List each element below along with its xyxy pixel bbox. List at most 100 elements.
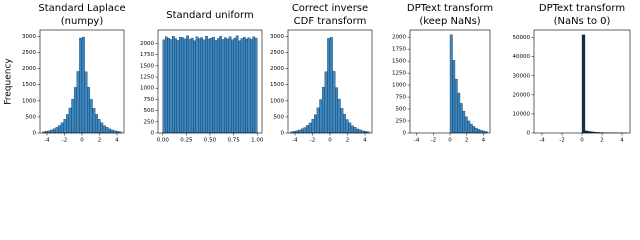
figure: Standard Laplace(numpy)Frequency-4 -2 0 2 40… bbox=[4, 3, 631, 144]
x-tick-label: 4 bbox=[363, 138, 367, 144]
bar bbox=[183, 38, 187, 134]
bar bbox=[477, 129, 481, 134]
bar bbox=[181, 37, 185, 134]
bar bbox=[202, 39, 206, 134]
x-tick-label: 2 bbox=[600, 138, 604, 144]
bar bbox=[295, 130, 299, 134]
bar bbox=[337, 98, 341, 134]
bar bbox=[316, 107, 320, 134]
bar bbox=[482, 130, 486, 134]
x-tick-label: 0.75 bbox=[228, 138, 241, 144]
bar bbox=[97, 119, 101, 134]
bar bbox=[342, 114, 346, 134]
bar bbox=[92, 108, 96, 134]
bar bbox=[581, 34, 586, 134]
bar bbox=[314, 114, 318, 134]
bar bbox=[335, 87, 339, 134]
bar bbox=[179, 37, 182, 134]
x-tick-label: -2 bbox=[431, 138, 436, 144]
x-tick-label: 2 bbox=[346, 138, 350, 144]
bar bbox=[169, 39, 173, 134]
bar bbox=[195, 36, 199, 134]
y-tick-label: 500 bbox=[274, 114, 285, 120]
y-axis-label: Frequency bbox=[4, 58, 14, 105]
bar bbox=[247, 37, 251, 134]
bar bbox=[102, 125, 106, 134]
bar bbox=[81, 36, 85, 134]
bar bbox=[449, 34, 453, 134]
y-tick-label: 750 bbox=[144, 97, 155, 103]
bar bbox=[60, 122, 64, 134]
chart-title: DPText transform bbox=[407, 3, 493, 14]
y-tick-label: 500 bbox=[26, 114, 37, 120]
bar bbox=[348, 122, 352, 134]
bar bbox=[205, 36, 208, 134]
y-tick-label: 1000 bbox=[22, 98, 36, 104]
bar bbox=[361, 130, 365, 134]
bar bbox=[462, 110, 466, 134]
bar bbox=[233, 37, 237, 134]
bar bbox=[340, 108, 344, 134]
bar bbox=[321, 86, 325, 134]
bar bbox=[84, 71, 88, 134]
x-tick-label: 2 bbox=[98, 138, 102, 144]
bar bbox=[224, 37, 227, 134]
bar bbox=[176, 40, 180, 134]
bar bbox=[172, 36, 175, 134]
y-tick-label: 2500 bbox=[22, 50, 36, 56]
y-tick-label: 30000 bbox=[513, 73, 531, 79]
y-tick-label: 1750 bbox=[392, 47, 406, 53]
bar bbox=[58, 125, 62, 134]
y-tick-label: 2500 bbox=[270, 50, 284, 56]
bar bbox=[356, 128, 360, 134]
bar bbox=[50, 129, 54, 134]
bar bbox=[212, 37, 215, 134]
y-tick-label: 1500 bbox=[392, 59, 406, 65]
bar bbox=[457, 92, 461, 134]
bar bbox=[228, 36, 232, 134]
bar bbox=[216, 38, 220, 134]
bar bbox=[87, 87, 91, 134]
bar bbox=[345, 119, 349, 134]
bar bbox=[200, 37, 204, 134]
chart-title: (numpy) bbox=[61, 16, 104, 27]
x-tick-label: -2 bbox=[559, 138, 564, 144]
x-tick-label: 0 bbox=[328, 138, 332, 144]
x-tick-label: -4 bbox=[414, 138, 420, 144]
bar bbox=[221, 39, 225, 134]
y-tick-label: 2000 bbox=[140, 41, 154, 47]
y-tick-label: 1250 bbox=[392, 71, 406, 77]
bar bbox=[306, 125, 310, 134]
bar bbox=[479, 130, 483, 134]
bar bbox=[113, 130, 117, 134]
bar bbox=[350, 125, 354, 134]
y-tick-label: 750 bbox=[396, 95, 407, 101]
bar bbox=[79, 37, 83, 134]
chart-title: Standard uniform bbox=[166, 10, 253, 21]
bar bbox=[459, 103, 463, 134]
bar bbox=[214, 40, 218, 134]
y-tick-label: 2000 bbox=[270, 66, 284, 72]
y-tick-label: 0 bbox=[527, 131, 531, 137]
x-tick-label: 0.25 bbox=[180, 138, 193, 144]
y-tick-label: 50000 bbox=[513, 35, 531, 41]
bar bbox=[164, 36, 168, 134]
bar bbox=[245, 38, 248, 134]
bar bbox=[324, 71, 328, 134]
y-tick-label: 2000 bbox=[392, 35, 406, 41]
x-tick-label: -4 bbox=[292, 138, 298, 144]
y-tick-label: 1250 bbox=[140, 75, 154, 81]
bar bbox=[193, 40, 196, 134]
bar bbox=[105, 127, 109, 134]
y-tick-label: 500 bbox=[396, 107, 407, 113]
bar bbox=[186, 35, 189, 134]
bar bbox=[52, 128, 56, 134]
bar bbox=[311, 119, 315, 134]
y-tick-label: 1000 bbox=[392, 83, 406, 89]
y-tick-label: 2000 bbox=[22, 66, 36, 72]
bar bbox=[584, 130, 589, 134]
bar bbox=[94, 114, 98, 134]
y-tick-label: 1500 bbox=[270, 82, 284, 88]
bar bbox=[100, 122, 104, 134]
x-tick-label: 4 bbox=[620, 138, 624, 144]
